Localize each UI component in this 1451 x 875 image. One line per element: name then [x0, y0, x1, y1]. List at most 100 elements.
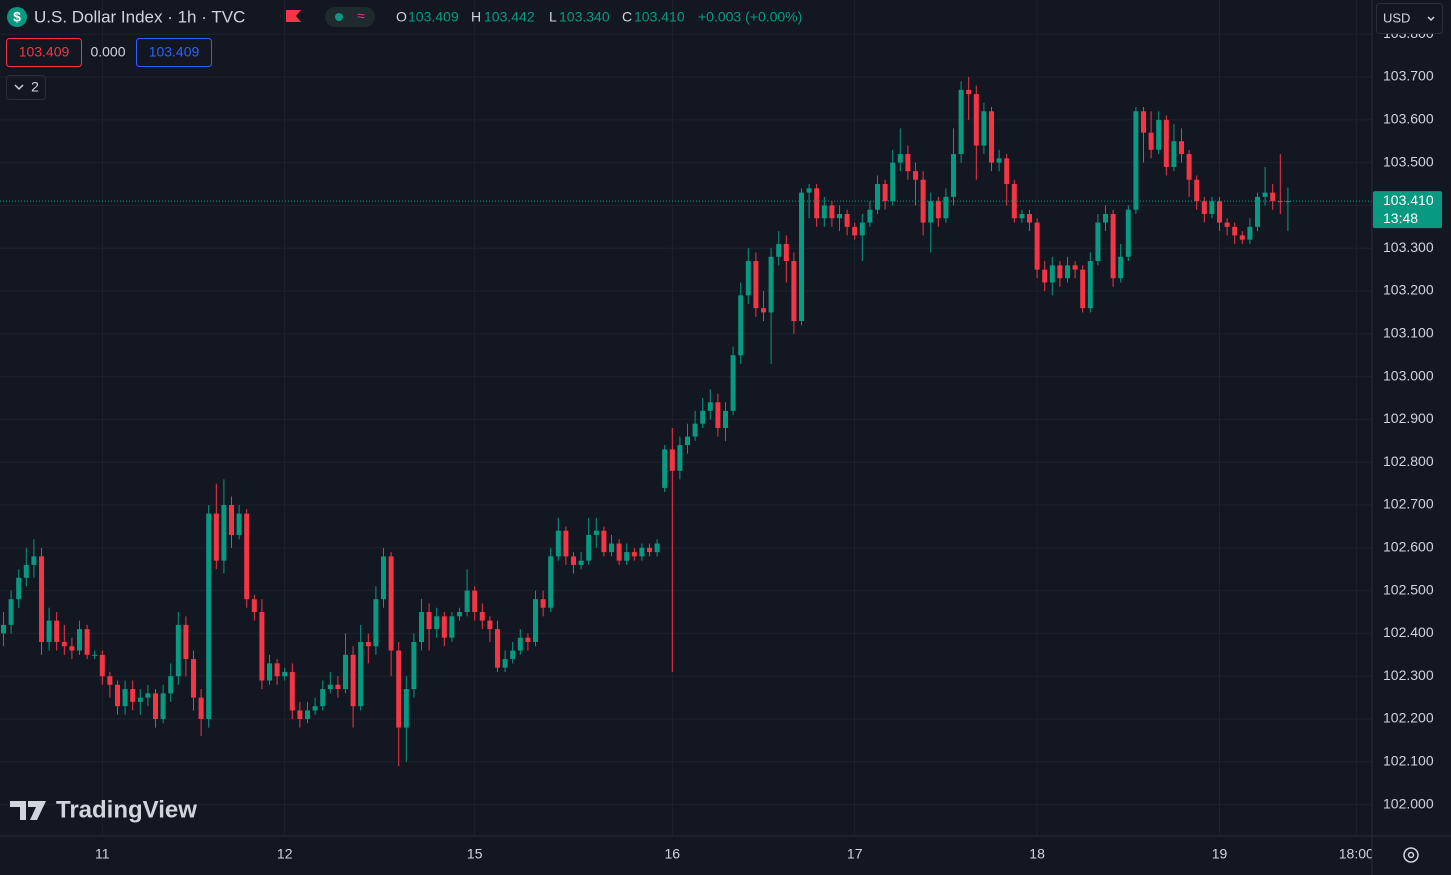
symbol-title[interactable]: U.S. Dollar Index · 1h · TVC: [34, 7, 245, 26]
candle-body: [1194, 179, 1200, 202]
buy-button[interactable]: [136, 38, 212, 67]
candle-body: [1034, 222, 1040, 270]
candle-body: [145, 693, 151, 698]
candle-body: [213, 513, 219, 561]
sell-button[interactable]: [6, 38, 82, 67]
candle-body: [1042, 269, 1048, 283]
candle-body: [122, 689, 128, 707]
last-price: 103.410: [1383, 192, 1434, 208]
bid: 103.409: [19, 44, 70, 60]
candle-body: [1217, 201, 1222, 223]
candle-body: [768, 256, 774, 313]
candle-body: [8, 599, 14, 625]
candle-body: [183, 624, 189, 660]
candle-body: [434, 616, 440, 630]
y-tick-label: 102.300: [1383, 667, 1434, 683]
candle-body: [1110, 213, 1116, 279]
candle-body: [320, 689, 326, 707]
candle-body: [1072, 265, 1078, 270]
status-dot: [335, 13, 343, 21]
candle-body: [806, 188, 812, 193]
candle-body: [297, 710, 303, 720]
candle-body: [1247, 226, 1253, 240]
y-tick-label: 103.300: [1383, 239, 1434, 255]
candle-body: [654, 543, 660, 553]
candle-body: [251, 599, 257, 613]
x-tick-label: 12: [277, 846, 293, 862]
candle-body: [175, 624, 181, 677]
candle-body: [692, 423, 698, 437]
candle-body: [502, 659, 508, 668]
candle-body: [411, 641, 417, 690]
candles: [0, 77, 1372, 767]
indicators-toggle[interactable]: [6, 75, 46, 100]
candle-body: [464, 590, 470, 613]
candle-body: [1087, 261, 1093, 309]
candle-body: [624, 552, 630, 561]
candle-body: [396, 650, 402, 728]
candle-body: [1095, 222, 1101, 262]
candle-body: [1255, 196, 1260, 227]
candle-body: [69, 646, 75, 651]
x-axis: 11 12 15 16 17 18 19 18:00: [95, 846, 1372, 862]
y-tick-label: 102.200: [1383, 710, 1434, 726]
candle-body: [358, 641, 364, 707]
candle-body: [39, 556, 44, 642]
candle-body: [989, 111, 994, 163]
candle-body: [327, 684, 333, 690]
x-tick-label: 19: [1212, 846, 1228, 862]
chevron: [1427, 16, 1435, 22]
candle-body: [935, 201, 941, 219]
candle-body: [738, 295, 744, 356]
status-pill[interactable]: [325, 7, 375, 27]
candle-body: [274, 663, 280, 677]
candle-body: [829, 205, 835, 219]
candle-body: [1080, 269, 1086, 309]
currency-button[interactable]: [1376, 3, 1443, 34]
candle-body: [578, 560, 584, 565]
candle-body: [388, 556, 394, 651]
candle-body: [533, 599, 538, 642]
y-tick-label: 102.000: [1383, 795, 1434, 811]
candle-body: [107, 676, 113, 685]
candle-body: [1179, 141, 1184, 155]
candle-body: [662, 449, 668, 488]
symbol-icon: [7, 7, 27, 27]
candle-body: [312, 706, 318, 711]
candle-body: [586, 534, 592, 561]
flag-icon[interactable]: [286, 10, 301, 22]
candle-body: [540, 599, 546, 608]
ask: 103.409: [149, 44, 200, 60]
candle-body: [555, 530, 561, 557]
candle-body: [814, 188, 820, 219]
candle-body: [282, 671, 288, 677]
candle-body: [1, 624, 6, 634]
settings-icon[interactable]: [1403, 847, 1419, 863]
candle-body: [1125, 209, 1131, 257]
y-tick-label: 102.100: [1383, 753, 1434, 769]
candle-body: [1103, 213, 1108, 223]
candle-body: [153, 693, 158, 720]
candle-body: [495, 629, 500, 668]
legend-key: C: [622, 9, 632, 25]
change: +0.003 (+0.00%): [698, 9, 802, 25]
candle-body: [609, 543, 614, 553]
candle-body: [548, 556, 554, 608]
candle-body: [563, 530, 569, 557]
candle-body: [289, 671, 295, 711]
candle-body: [761, 308, 766, 313]
candle-body: [1277, 201, 1283, 203]
candle-body: [715, 402, 721, 428]
candle-body: [1209, 201, 1215, 214]
candle-body: [730, 355, 736, 411]
candle-body: [365, 641, 371, 647]
candle-body: [973, 94, 979, 146]
candle-body: [168, 676, 174, 694]
candle-body: [897, 154, 903, 163]
candle-body: [130, 689, 136, 702]
candle-body: [905, 154, 911, 172]
y-tick-label: 102.400: [1383, 624, 1434, 640]
candle-body: [882, 184, 888, 202]
candle-body: [1186, 154, 1192, 180]
x-tick-label: 17: [847, 846, 863, 862]
